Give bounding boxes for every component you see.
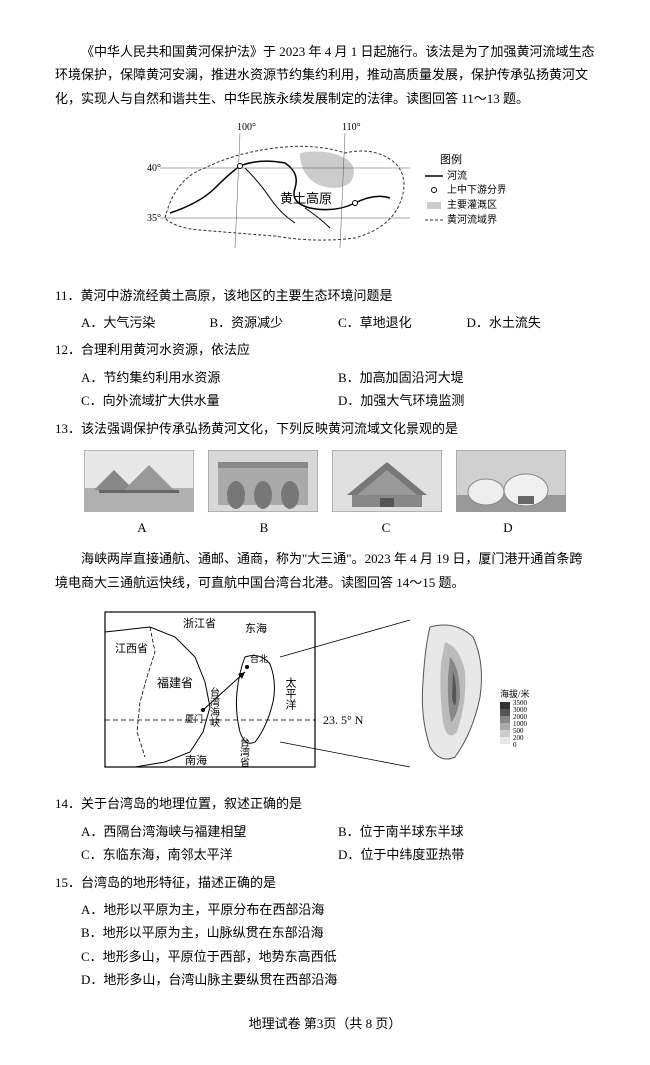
q12-d: D．加强大气环境监测	[338, 389, 595, 412]
q12-b: B．加高加固沿河大堤	[338, 366, 595, 389]
prov-fj: 福建省	[157, 675, 193, 690]
taiwan-map: 江西省 浙江省 福建省 台湾省 东海 南海 太平洋 台湾海峡 厦门 台北 23.…	[55, 602, 595, 784]
q14-b: B．位于南半球东半球	[338, 820, 595, 843]
q14-c: C．东临东海，南邻太平洋	[81, 843, 338, 866]
q15-b: B．地形以平原为主，山脉纵贯在东部沿海	[81, 921, 595, 944]
prov-zj: 浙江省	[183, 617, 216, 630]
sea-tp: 太平洋	[284, 677, 297, 710]
q15-text: 15．台湾岛的地形特征，描述正确的是	[55, 871, 595, 894]
q12-a: A．节约集约利用水资源	[81, 366, 338, 389]
q12-text: 12．合理利用黄河水资源，依法应	[55, 338, 595, 361]
loess-plateau-label: 黄土高原	[280, 191, 332, 206]
intro-paragraph: 《中华人民共和国黄河保护法》于 2023 年 4 月 1 日起施行。该法是为了加…	[55, 40, 595, 110]
elev-0: 0	[513, 741, 517, 749]
q14-options: A．西隔台湾海峡与福建相望 B．位于南半球东半球 C．东临东海，南邻太平洋 D．…	[81, 820, 595, 867]
city-tb: 台北	[250, 653, 268, 664]
elev-title: 海拔/米	[500, 688, 530, 699]
legend-title: 图例	[440, 152, 462, 166]
lon-100: 100°	[237, 122, 256, 133]
legend-irrig: 主要灌溉区	[447, 198, 497, 211]
q14-text: 14．关于台湾岛的地理位置，叙述正确的是	[55, 792, 595, 815]
page-footer: 地理试卷 第3页（共 8 页）	[55, 1012, 595, 1035]
q11-d: D．水土流失	[467, 311, 596, 334]
q13-text: 13．该法强调保护传承弘扬黄河文化，下列反映黄河流域文化景观的是	[55, 417, 595, 440]
sea-dh: 东海	[245, 621, 267, 635]
q11-b: B．资源减少	[210, 311, 339, 334]
legend-basin: 黄河流域界	[447, 213, 497, 226]
q12-c: C．向外流域扩大供水量	[81, 389, 338, 412]
q14-a: A．西隔台湾海峡与福建相望	[81, 820, 338, 843]
prov-tw: 台湾省	[238, 736, 250, 768]
yellow-river-map: 100° 110° 35° 40° 黄土高原 图例 河流 上中下游分界点 主要灌…	[55, 118, 595, 275]
lat-35: 35°	[147, 213, 161, 224]
q15-d: D．地形多山，台湾山脉主要纵贯在西部沿海	[81, 968, 595, 991]
q13-img-d	[453, 450, 569, 512]
q13-label-c: C	[325, 516, 447, 539]
q14-d: D．位于中纬度亚热带	[338, 843, 595, 866]
lat-235: 23. 5° N	[323, 713, 364, 727]
city-xm: 厦门	[185, 713, 203, 724]
sea-nh: 南海	[185, 753, 207, 767]
q12-options: A．节约集约利用水资源 B．加高加固沿河大堤 C．向外流域扩大供水量 D．加强大…	[81, 366, 595, 413]
q15-options: A．地形以平原为主，平原分布在西部沿海 B．地形以平原为主，山脉纵贯在东部沿海 …	[81, 898, 595, 992]
q13-img-a	[81, 450, 197, 512]
intro2-paragraph: 海峡两岸直接通航、通邮、通商，称为"大三通"。2023 年 4 月 19 日，厦…	[55, 547, 595, 594]
q11-c: C．草地退化	[338, 311, 467, 334]
q13-images	[81, 450, 569, 512]
q15-a: A．地形以平原为主，平原分布在西部沿海	[81, 898, 595, 921]
q11-options: A．大气污染 B．资源减少 C．草地退化 D．水土流失	[81, 311, 595, 334]
q13-label-b: B	[203, 516, 325, 539]
q13-label-d: D	[447, 516, 569, 539]
q13-label-a: A	[81, 516, 203, 539]
strait: 台湾海峡	[208, 686, 220, 727]
legend-div: 上中下游分界点	[447, 183, 505, 196]
prov-jx: 江西省	[115, 642, 148, 655]
q13-img-c	[329, 450, 445, 512]
legend-river: 河流	[447, 169, 467, 182]
q13-labels: A B C D	[81, 516, 569, 539]
q15-c: C．地形多山，平原位于西部，地势东高西低	[81, 945, 595, 968]
q13-img-b	[205, 450, 321, 512]
q11-a: A．大气污染	[81, 311, 210, 334]
lat-40: 40°	[147, 163, 161, 174]
q11-text: 11．黄河中游流经黄土高原，该地区的主要生态环境问题是	[55, 284, 595, 307]
lon-110: 110°	[342, 122, 361, 133]
